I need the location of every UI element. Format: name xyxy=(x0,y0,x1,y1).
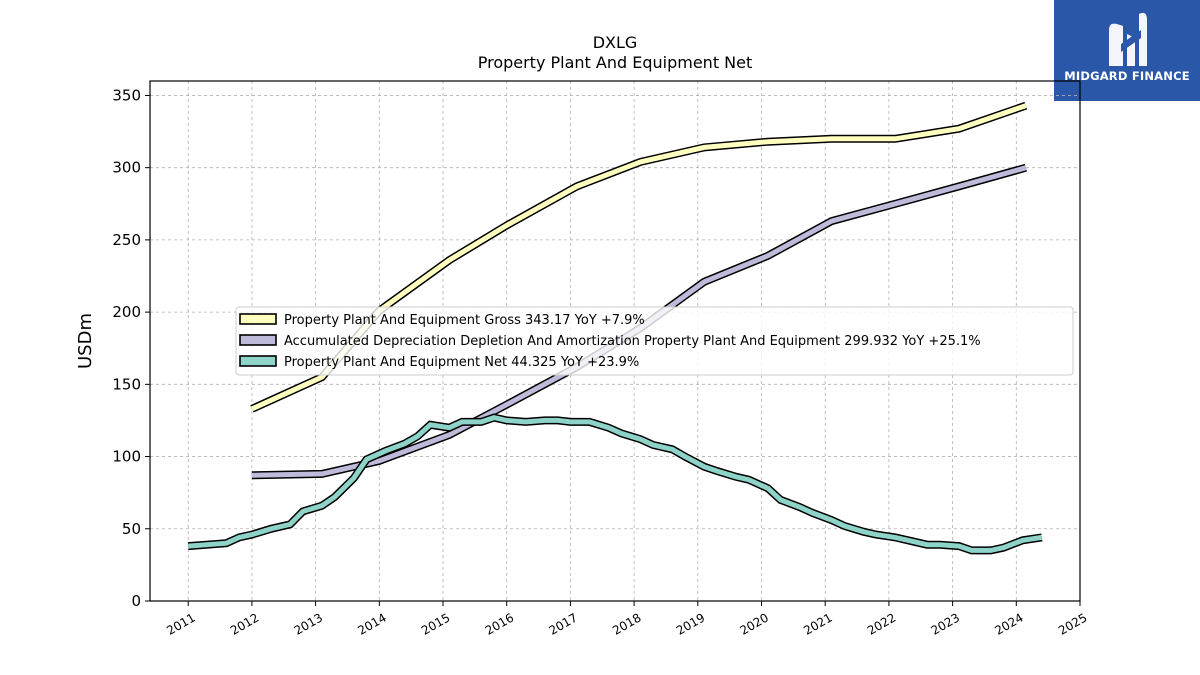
plot-frame xyxy=(149,80,1081,602)
x-tick-label: 2020 xyxy=(738,610,771,637)
y-tick-label: 350 xyxy=(112,86,141,104)
chart-title: DXLG xyxy=(593,33,638,52)
y-axis-label: USDm xyxy=(75,313,96,369)
legend-entry-label: Property Plant And Equipment Net 44.325 … xyxy=(284,355,639,370)
x-tick-label: 2023 xyxy=(929,610,962,637)
x-tick-label: 2014 xyxy=(355,610,388,637)
y-tick-label: 200 xyxy=(112,303,141,321)
x-tick-label: 2017 xyxy=(546,610,579,637)
legend-swatch xyxy=(239,355,277,367)
midgard-finance-logo: MIDGARD FINANCE xyxy=(1054,0,1200,101)
logo-text: MIDGARD FINANCE xyxy=(1064,69,1190,83)
x-tick-label: 2013 xyxy=(292,610,325,637)
x-tick-label: 2019 xyxy=(674,610,707,637)
x-tick-label: 2012 xyxy=(228,610,261,637)
y-tick-label: 250 xyxy=(112,231,141,249)
legend-entry-label: Property Plant And Equipment Gross 343.1… xyxy=(284,313,645,328)
legend-box xyxy=(235,306,1074,376)
x-tick-label: 2025 xyxy=(1056,610,1089,637)
series-line-outline xyxy=(187,413,1043,555)
midgard-m-logo-icon xyxy=(1109,12,1147,67)
x-tick-label: 2011 xyxy=(164,610,197,637)
x-tick-label: 2024 xyxy=(992,610,1025,637)
x-tick-label: 2022 xyxy=(865,610,898,637)
y-tick-label: 150 xyxy=(112,375,141,393)
x-tick-label: 2018 xyxy=(610,610,643,637)
y-tick-label: 50 xyxy=(122,520,141,538)
x-tick-label: 2016 xyxy=(483,610,516,637)
y-tick-label: 0 xyxy=(131,592,141,610)
legend-swatch xyxy=(239,313,277,325)
legend-entry-label: Accumulated Depreciation Depletion And A… xyxy=(284,334,981,349)
legend: Property Plant And Equipment Gross 343.1… xyxy=(235,306,1074,376)
x-tick-label: 2015 xyxy=(419,610,452,637)
chart-subtitle: Property Plant And Equipment Net xyxy=(478,53,753,72)
x-tick-label: 2021 xyxy=(801,610,834,637)
series-line xyxy=(188,415,1043,553)
legend-swatch xyxy=(239,334,277,346)
y-tick-label: 100 xyxy=(112,448,141,466)
y-tick-label: 300 xyxy=(112,159,141,177)
series-3 xyxy=(187,413,1043,555)
